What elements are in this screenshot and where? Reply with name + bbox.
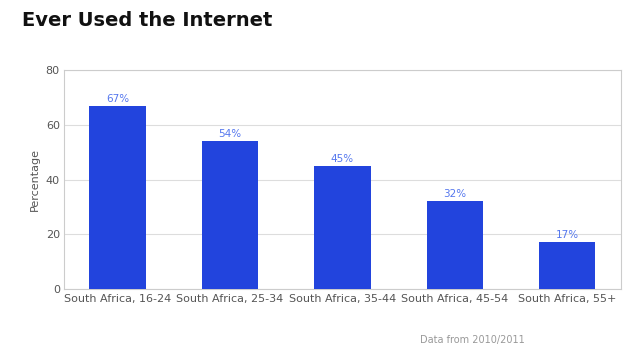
Text: 32%: 32%: [444, 189, 467, 200]
Text: Data from 2010/2011: Data from 2010/2011: [420, 335, 525, 345]
Text: 45%: 45%: [331, 154, 354, 164]
Y-axis label: Percentage: Percentage: [30, 148, 40, 211]
Text: 54%: 54%: [218, 130, 241, 139]
Bar: [427, 201, 483, 289]
Text: 17%: 17%: [556, 230, 579, 240]
Bar: [314, 166, 371, 289]
Text: 67%: 67%: [106, 94, 129, 104]
Bar: [90, 106, 145, 289]
Text: Ever Used the Internet: Ever Used the Internet: [22, 11, 273, 30]
Bar: [540, 242, 595, 289]
Bar: [202, 141, 258, 289]
